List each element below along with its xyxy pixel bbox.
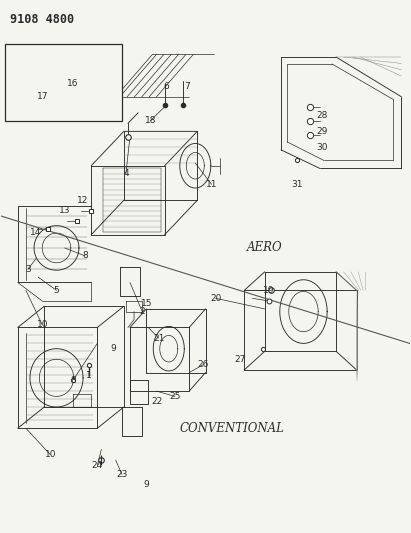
Text: 18: 18 xyxy=(145,116,156,125)
Text: 25: 25 xyxy=(169,392,180,401)
Text: 29: 29 xyxy=(316,127,328,136)
Text: 5: 5 xyxy=(53,286,59,295)
Text: 3: 3 xyxy=(25,265,31,273)
Text: 12: 12 xyxy=(77,196,89,205)
Text: 22: 22 xyxy=(151,397,162,406)
Text: 15: 15 xyxy=(141,299,152,308)
Text: AERO: AERO xyxy=(247,241,282,254)
Text: 10: 10 xyxy=(45,450,56,459)
Text: 8: 8 xyxy=(70,376,76,385)
Text: 11: 11 xyxy=(206,180,217,189)
Text: 1: 1 xyxy=(86,370,92,379)
Text: 2: 2 xyxy=(139,307,145,316)
Text: 17: 17 xyxy=(37,92,48,101)
Text: 20: 20 xyxy=(210,294,222,303)
Text: 14: 14 xyxy=(30,228,42,237)
Text: 7: 7 xyxy=(184,82,190,91)
Text: 27: 27 xyxy=(235,355,246,364)
Text: 16: 16 xyxy=(67,79,79,88)
Text: 26: 26 xyxy=(198,360,209,369)
Bar xyxy=(5,44,122,120)
Text: 19: 19 xyxy=(263,286,275,295)
Text: 9: 9 xyxy=(143,480,149,489)
Text: 13: 13 xyxy=(59,206,70,215)
Text: 4: 4 xyxy=(123,169,129,178)
Text: 28: 28 xyxy=(316,111,328,120)
Text: 30: 30 xyxy=(316,143,328,152)
Text: 21: 21 xyxy=(153,334,164,343)
Text: 8: 8 xyxy=(82,252,88,261)
Text: 31: 31 xyxy=(291,180,303,189)
Text: 9108 4800: 9108 4800 xyxy=(9,13,74,27)
Text: 23: 23 xyxy=(116,470,127,479)
Text: CONVENTIONAL: CONVENTIONAL xyxy=(180,422,284,435)
Text: 10: 10 xyxy=(37,320,48,329)
Text: 24: 24 xyxy=(92,461,103,470)
Text: 9: 9 xyxy=(111,344,117,353)
Text: 6: 6 xyxy=(164,82,170,91)
